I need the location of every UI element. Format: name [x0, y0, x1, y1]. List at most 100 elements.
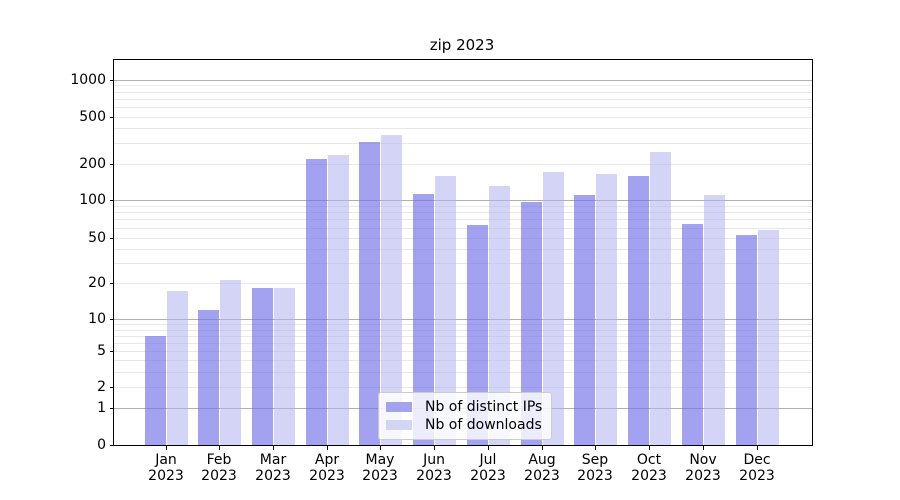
gridline-y-300 — [114, 143, 812, 144]
gridline-y-60 — [114, 228, 812, 229]
legend-swatch-distinct-ips — [386, 402, 412, 412]
bar-distinct-ips-aug-2023 — [521, 202, 542, 445]
x-tick-label-month: Jun — [423, 452, 445, 468]
y-tick-200 — [110, 164, 114, 165]
gridline-y-10 — [114, 319, 812, 320]
bar-downloads-jul-2023 — [489, 186, 510, 445]
legend-label-downloads: Nb of downloads — [425, 417, 542, 433]
y-tick-label-0: 0 — [97, 437, 106, 453]
bar-downloads-nov-2023 — [704, 195, 725, 445]
x-tick-label-year: 2023 — [577, 468, 613, 484]
y-tick-label-50: 50 — [88, 229, 106, 246]
x-tick-label-jun: Jun 2023 — [406, 452, 462, 484]
y-tick-label-1: 1 — [97, 400, 106, 417]
y-tick-label-200: 200 — [79, 156, 106, 173]
gridline-y-9 — [114, 324, 812, 325]
bar-distinct-ips-dec-2023 — [736, 235, 757, 445]
x-tick-label-month: May — [365, 452, 395, 468]
y-tick-10 — [110, 319, 114, 320]
x-tick-label-month: Mar — [259, 452, 287, 468]
x-tick-feb — [219, 446, 220, 450]
bar-distinct-ips-oct-2023 — [628, 176, 649, 445]
x-tick-label-year: 2023 — [470, 468, 506, 484]
x-tick-label-jul: Jul 2023 — [460, 452, 516, 484]
x-tick-label-sep: Sep 2023 — [567, 452, 623, 484]
x-tick-oct — [649, 446, 650, 450]
x-tick-label-feb: Feb 2023 — [191, 452, 247, 484]
x-tick-label-year: 2023 — [309, 468, 345, 484]
gridline-y-70 — [114, 219, 812, 220]
gridline-y-100 — [114, 200, 812, 201]
y-tick-0 — [110, 445, 114, 446]
gridline-y-400 — [114, 128, 812, 129]
x-tick-mar — [273, 446, 274, 450]
bar-distinct-ips-jan-2023 — [145, 336, 166, 445]
gridline-y-200 — [114, 164, 812, 165]
y-tick-label-20: 20 — [88, 274, 106, 291]
x-tick-label-month: Sep — [581, 452, 609, 468]
x-tick-label-may: May 2023 — [352, 452, 408, 484]
gridline-y-900 — [114, 85, 812, 86]
x-tick-label-jan: Jan 2023 — [138, 452, 194, 484]
x-tick-label-month: Feb — [206, 452, 232, 468]
x-tick-aug — [542, 446, 543, 450]
gridline-y-50 — [114, 238, 812, 239]
y-tick-label-2: 2 — [97, 379, 106, 396]
bar-downloads-sep-2023 — [596, 174, 617, 445]
x-tick-jan — [166, 446, 167, 450]
x-tick-label-year: 2023 — [739, 468, 775, 484]
y-tick-label-100: 100 — [79, 191, 106, 208]
x-tick-label-dec: Dec 2023 — [729, 452, 785, 484]
bar-downloads-jan-2023 — [167, 291, 188, 445]
y-tick-20 — [110, 283, 114, 284]
y-tick-label-10: 10 — [88, 311, 106, 328]
y-tick-5 — [110, 351, 114, 352]
x-tick-label-year: 2023 — [631, 468, 667, 484]
legend-swatch-downloads — [386, 420, 412, 430]
gridline-y-40 — [114, 249, 812, 250]
y-tick-1 — [110, 408, 114, 409]
x-tick-jun — [434, 446, 435, 450]
plot-canvas — [110, 60, 812, 450]
gridline-y-800 — [114, 92, 812, 93]
bar-downloads-oct-2023 — [650, 152, 671, 445]
y-tick-label-5: 5 — [97, 343, 106, 360]
bar-distinct-ips-nov-2023 — [682, 224, 703, 445]
x-tick-label-month: Jan — [155, 452, 177, 468]
bar-distinct-ips-sep-2023 — [574, 195, 595, 445]
gridline-y-4 — [114, 360, 812, 361]
x-tick-label-year: 2023 — [362, 468, 398, 484]
legend-item-distinct-ips: Nb of distinct IPs — [386, 398, 542, 416]
gridline-y-700 — [114, 99, 812, 100]
gridline-y-3 — [114, 372, 812, 373]
bar-downloads-apr-2023 — [328, 155, 349, 445]
bar-downloads-dec-2023 — [758, 230, 779, 445]
bar-distinct-ips-jul-2023 — [467, 225, 488, 445]
bar-distinct-ips-jun-2023 — [413, 194, 434, 445]
y-tick-label-500: 500 — [79, 108, 106, 125]
x-tick-label-month: Aug — [528, 452, 556, 468]
x-tick-label-nov: Nov 2023 — [675, 452, 731, 484]
gridline-y-20 — [114, 283, 812, 284]
x-tick-label-month: Apr — [314, 452, 340, 468]
y-tick-2 — [110, 387, 114, 388]
x-tick-label-year: 2023 — [148, 468, 184, 484]
gridline-y-8 — [114, 330, 812, 331]
gridline-y-500 — [114, 117, 812, 118]
legend-label-distinct-ips: Nb of distinct IPs — [425, 399, 543, 415]
gridline-y-90 — [114, 206, 812, 207]
x-tick-label-month: Oct — [636, 452, 662, 468]
x-tick-dec — [757, 446, 758, 450]
gridline-y-2 — [114, 387, 812, 388]
gridline-y-6 — [114, 343, 812, 344]
y-tick-label-1000: 1000 — [70, 71, 106, 88]
x-tick-label-year: 2023 — [524, 468, 560, 484]
x-tick-label-year: 2023 — [685, 468, 721, 484]
x-tick-sep — [595, 446, 596, 450]
y-tick-1000 — [110, 80, 114, 81]
legend-item-downloads: Nb of downloads — [386, 416, 542, 434]
gridline-y-30 — [114, 263, 812, 264]
x-tick-label-year: 2023 — [201, 468, 237, 484]
y-tick-500 — [110, 117, 114, 118]
